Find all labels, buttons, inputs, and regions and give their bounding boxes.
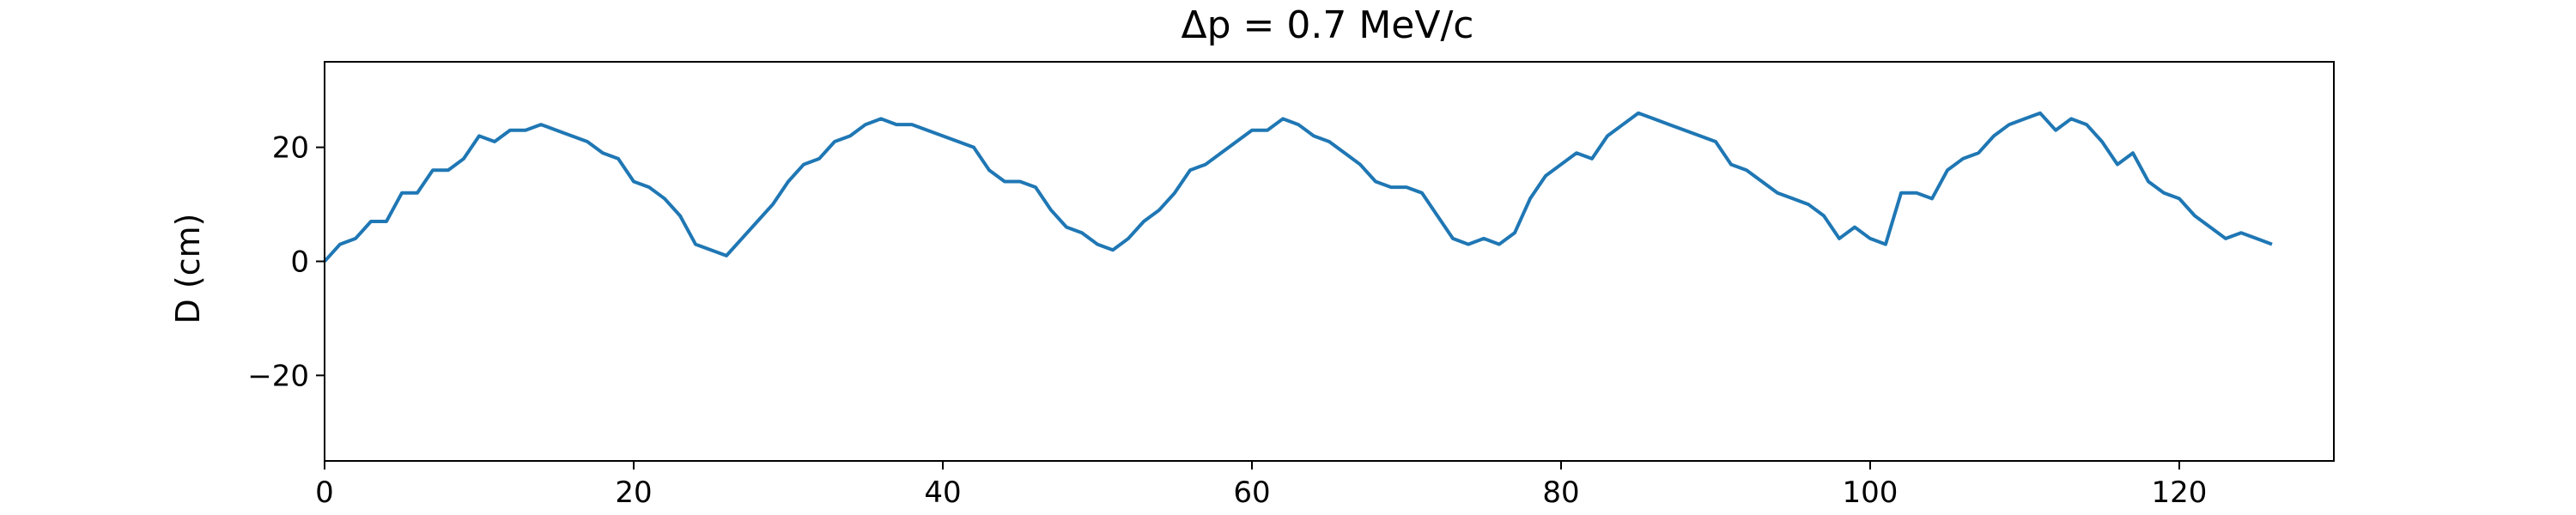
x-axis: 0 20 40 60 80 100 120 [315,461,2207,510]
x-tick-label: 80 [1542,476,1579,510]
series-line-0 [323,111,2273,263]
x-tick-label: 20 [615,476,652,510]
x-tick-label: 100 [1843,476,1899,510]
chart-title: Δp = 0.7 MeV/c [1182,3,1474,47]
y-tick-label: −20 [247,359,309,393]
x-tick-label: 120 [2152,476,2208,510]
x-tick-label: 0 [315,476,334,510]
axes-frame [324,61,2335,462]
plot-area [323,111,2273,263]
y-axis-label: D (cm) [169,214,207,324]
y-tick-label: 20 [272,131,309,166]
x-tick-label: 40 [924,476,961,510]
x-tick-label: 60 [1233,476,1270,510]
y-tick-label: 0 [290,245,309,280]
y-axis: −20 0 20 [247,131,325,393]
